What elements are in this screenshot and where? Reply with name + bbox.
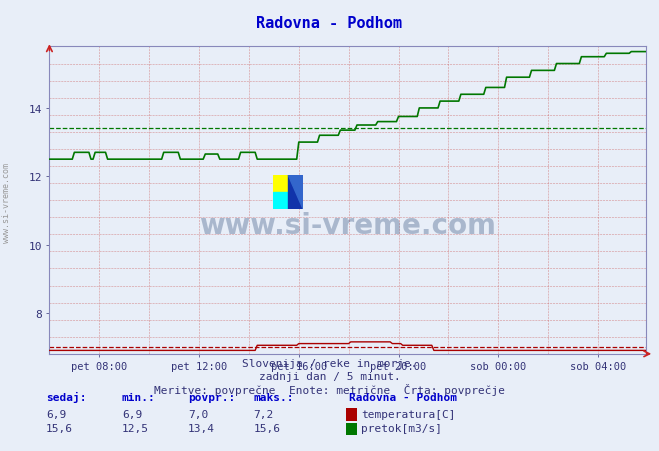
Text: 15,6: 15,6 xyxy=(254,423,281,433)
Text: Slovenija / reke in morje.: Slovenija / reke in morje. xyxy=(242,359,417,368)
Text: 7,2: 7,2 xyxy=(254,409,274,419)
Bar xyxy=(273,176,289,193)
Text: maks.:: maks.: xyxy=(254,392,294,402)
Text: Radovna - Podhom: Radovna - Podhom xyxy=(256,16,403,31)
Text: 13,4: 13,4 xyxy=(188,423,215,433)
Text: www.si-vreme.com: www.si-vreme.com xyxy=(2,163,11,243)
Polygon shape xyxy=(289,176,303,210)
Polygon shape xyxy=(289,176,303,210)
Text: 6,9: 6,9 xyxy=(122,409,142,419)
Text: pretok[m3/s]: pretok[m3/s] xyxy=(361,423,442,433)
Text: 6,9: 6,9 xyxy=(46,409,67,419)
Text: min.:: min.: xyxy=(122,392,156,402)
Text: Meritve: povprečne  Enote: metrične  Črta: povprečje: Meritve: povprečne Enote: metrične Črta:… xyxy=(154,383,505,395)
Bar xyxy=(273,193,289,210)
Text: temperatura[C]: temperatura[C] xyxy=(361,409,455,419)
Text: Radovna - Podhom: Radovna - Podhom xyxy=(349,392,457,402)
Text: 15,6: 15,6 xyxy=(46,423,73,433)
Text: www.si-vreme.com: www.si-vreme.com xyxy=(199,211,496,239)
Text: zadnji dan / 5 minut.: zadnji dan / 5 minut. xyxy=(258,371,401,381)
Text: povpr.:: povpr.: xyxy=(188,392,235,402)
Text: sedaj:: sedaj: xyxy=(46,391,86,402)
Text: 12,5: 12,5 xyxy=(122,423,149,433)
Text: 7,0: 7,0 xyxy=(188,409,208,419)
